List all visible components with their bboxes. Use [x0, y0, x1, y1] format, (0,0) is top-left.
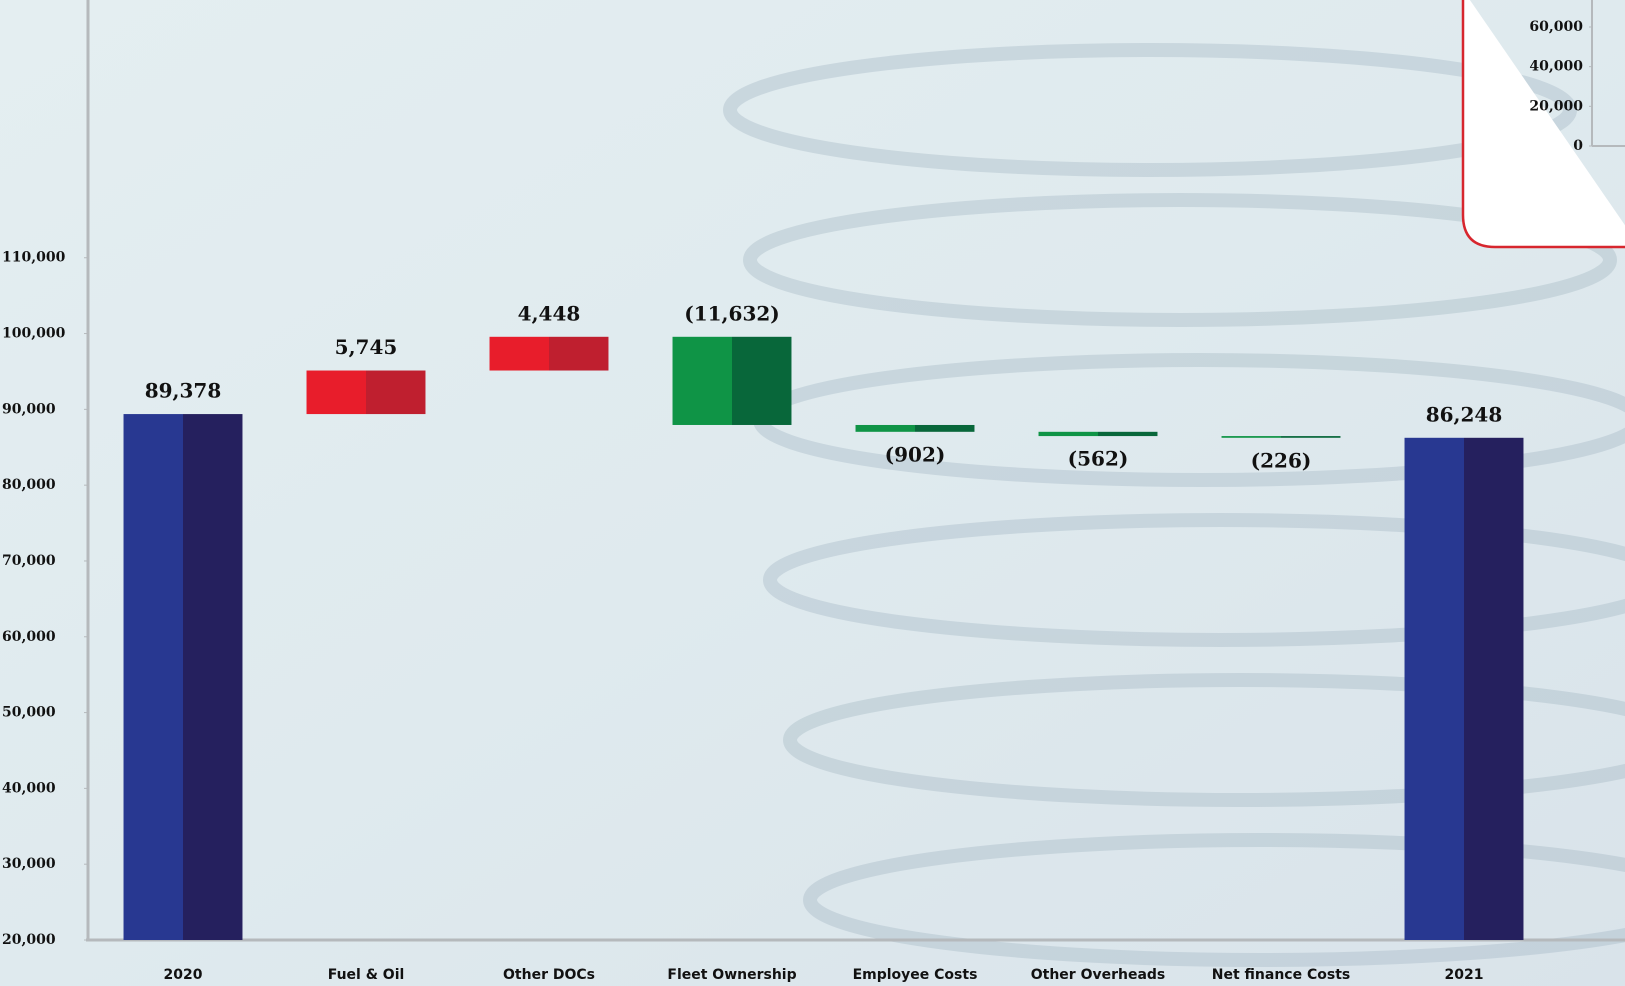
inset-frame — [1461, 0, 1625, 249]
bar-left-face — [1038, 431, 1098, 437]
data-label: (902) — [885, 442, 946, 466]
bar-right-face — [1281, 436, 1341, 438]
bar — [306, 370, 426, 415]
data-label: (11,632) — [684, 301, 779, 325]
bar-left-face — [123, 414, 183, 940]
data-label: 89,378 — [145, 379, 222, 403]
y-tick-label: 80,000 — [2, 477, 56, 493]
y-tick-label: 50,000 — [2, 705, 56, 721]
bar-left-face — [672, 336, 732, 425]
inset-chart: 0 20,000 40,000 60,000 — [1461, 0, 1625, 249]
bar-right-face — [549, 336, 609, 371]
x-tick-label: Fleet Ownership — [667, 967, 796, 983]
bar-right-face — [1098, 431, 1158, 437]
y-tick-label: 110,000 — [2, 250, 66, 266]
bar — [672, 336, 792, 425]
bar — [855, 424, 975, 432]
data-label: 4,448 — [518, 301, 581, 325]
bar — [1221, 436, 1341, 438]
data-label: (562) — [1068, 447, 1129, 471]
y-tick-label: 30,000 — [2, 856, 56, 872]
y-tick-label: 100,000 — [2, 326, 66, 342]
x-tick-label: Employee Costs — [853, 967, 978, 983]
inset-y-tick-label: 20,000 — [1529, 98, 1583, 114]
data-label: 5,745 — [335, 335, 398, 359]
y-tick-label: 70,000 — [2, 553, 56, 569]
bar-left-face — [1221, 436, 1281, 438]
bar — [1404, 437, 1524, 940]
y-tick-label: 40,000 — [2, 780, 56, 796]
data-label: (226) — [1251, 448, 1312, 472]
bar — [489, 336, 609, 371]
y-tick-label: 60,000 — [2, 629, 56, 645]
bar-left-face — [855, 424, 915, 432]
bar-left-face — [306, 370, 366, 415]
bar-right-face — [366, 370, 426, 415]
y-tick-label: 90,000 — [2, 401, 56, 417]
bar-right-face — [183, 414, 243, 940]
y-tick-label: 20,000 — [2, 932, 56, 948]
bar — [1038, 431, 1158, 437]
x-tick-label: Fuel & Oil — [328, 967, 405, 983]
x-tick-label: Other Overheads — [1031, 967, 1166, 983]
coin-decoration — [723, 43, 1625, 967]
inset-y-tick-label: 0 — [1573, 138, 1583, 154]
bar — [123, 414, 243, 940]
x-tick-label: 2020 — [164, 967, 203, 983]
data-label: 86,248 — [1426, 402, 1503, 426]
x-tick-label: Other DOCs — [503, 967, 595, 983]
x-tick-label: Net finance Costs — [1212, 967, 1350, 983]
inset-y-tick-label: 40,000 — [1529, 59, 1583, 75]
bar-left-face — [1404, 437, 1464, 940]
bar-right-face — [915, 424, 975, 432]
bar-right-face — [1464, 437, 1524, 940]
inset-y-tick-label: 60,000 — [1529, 19, 1583, 35]
bar-left-face — [489, 336, 549, 371]
bar-right-face — [732, 336, 792, 425]
x-tick-label: 2021 — [1445, 967, 1484, 983]
